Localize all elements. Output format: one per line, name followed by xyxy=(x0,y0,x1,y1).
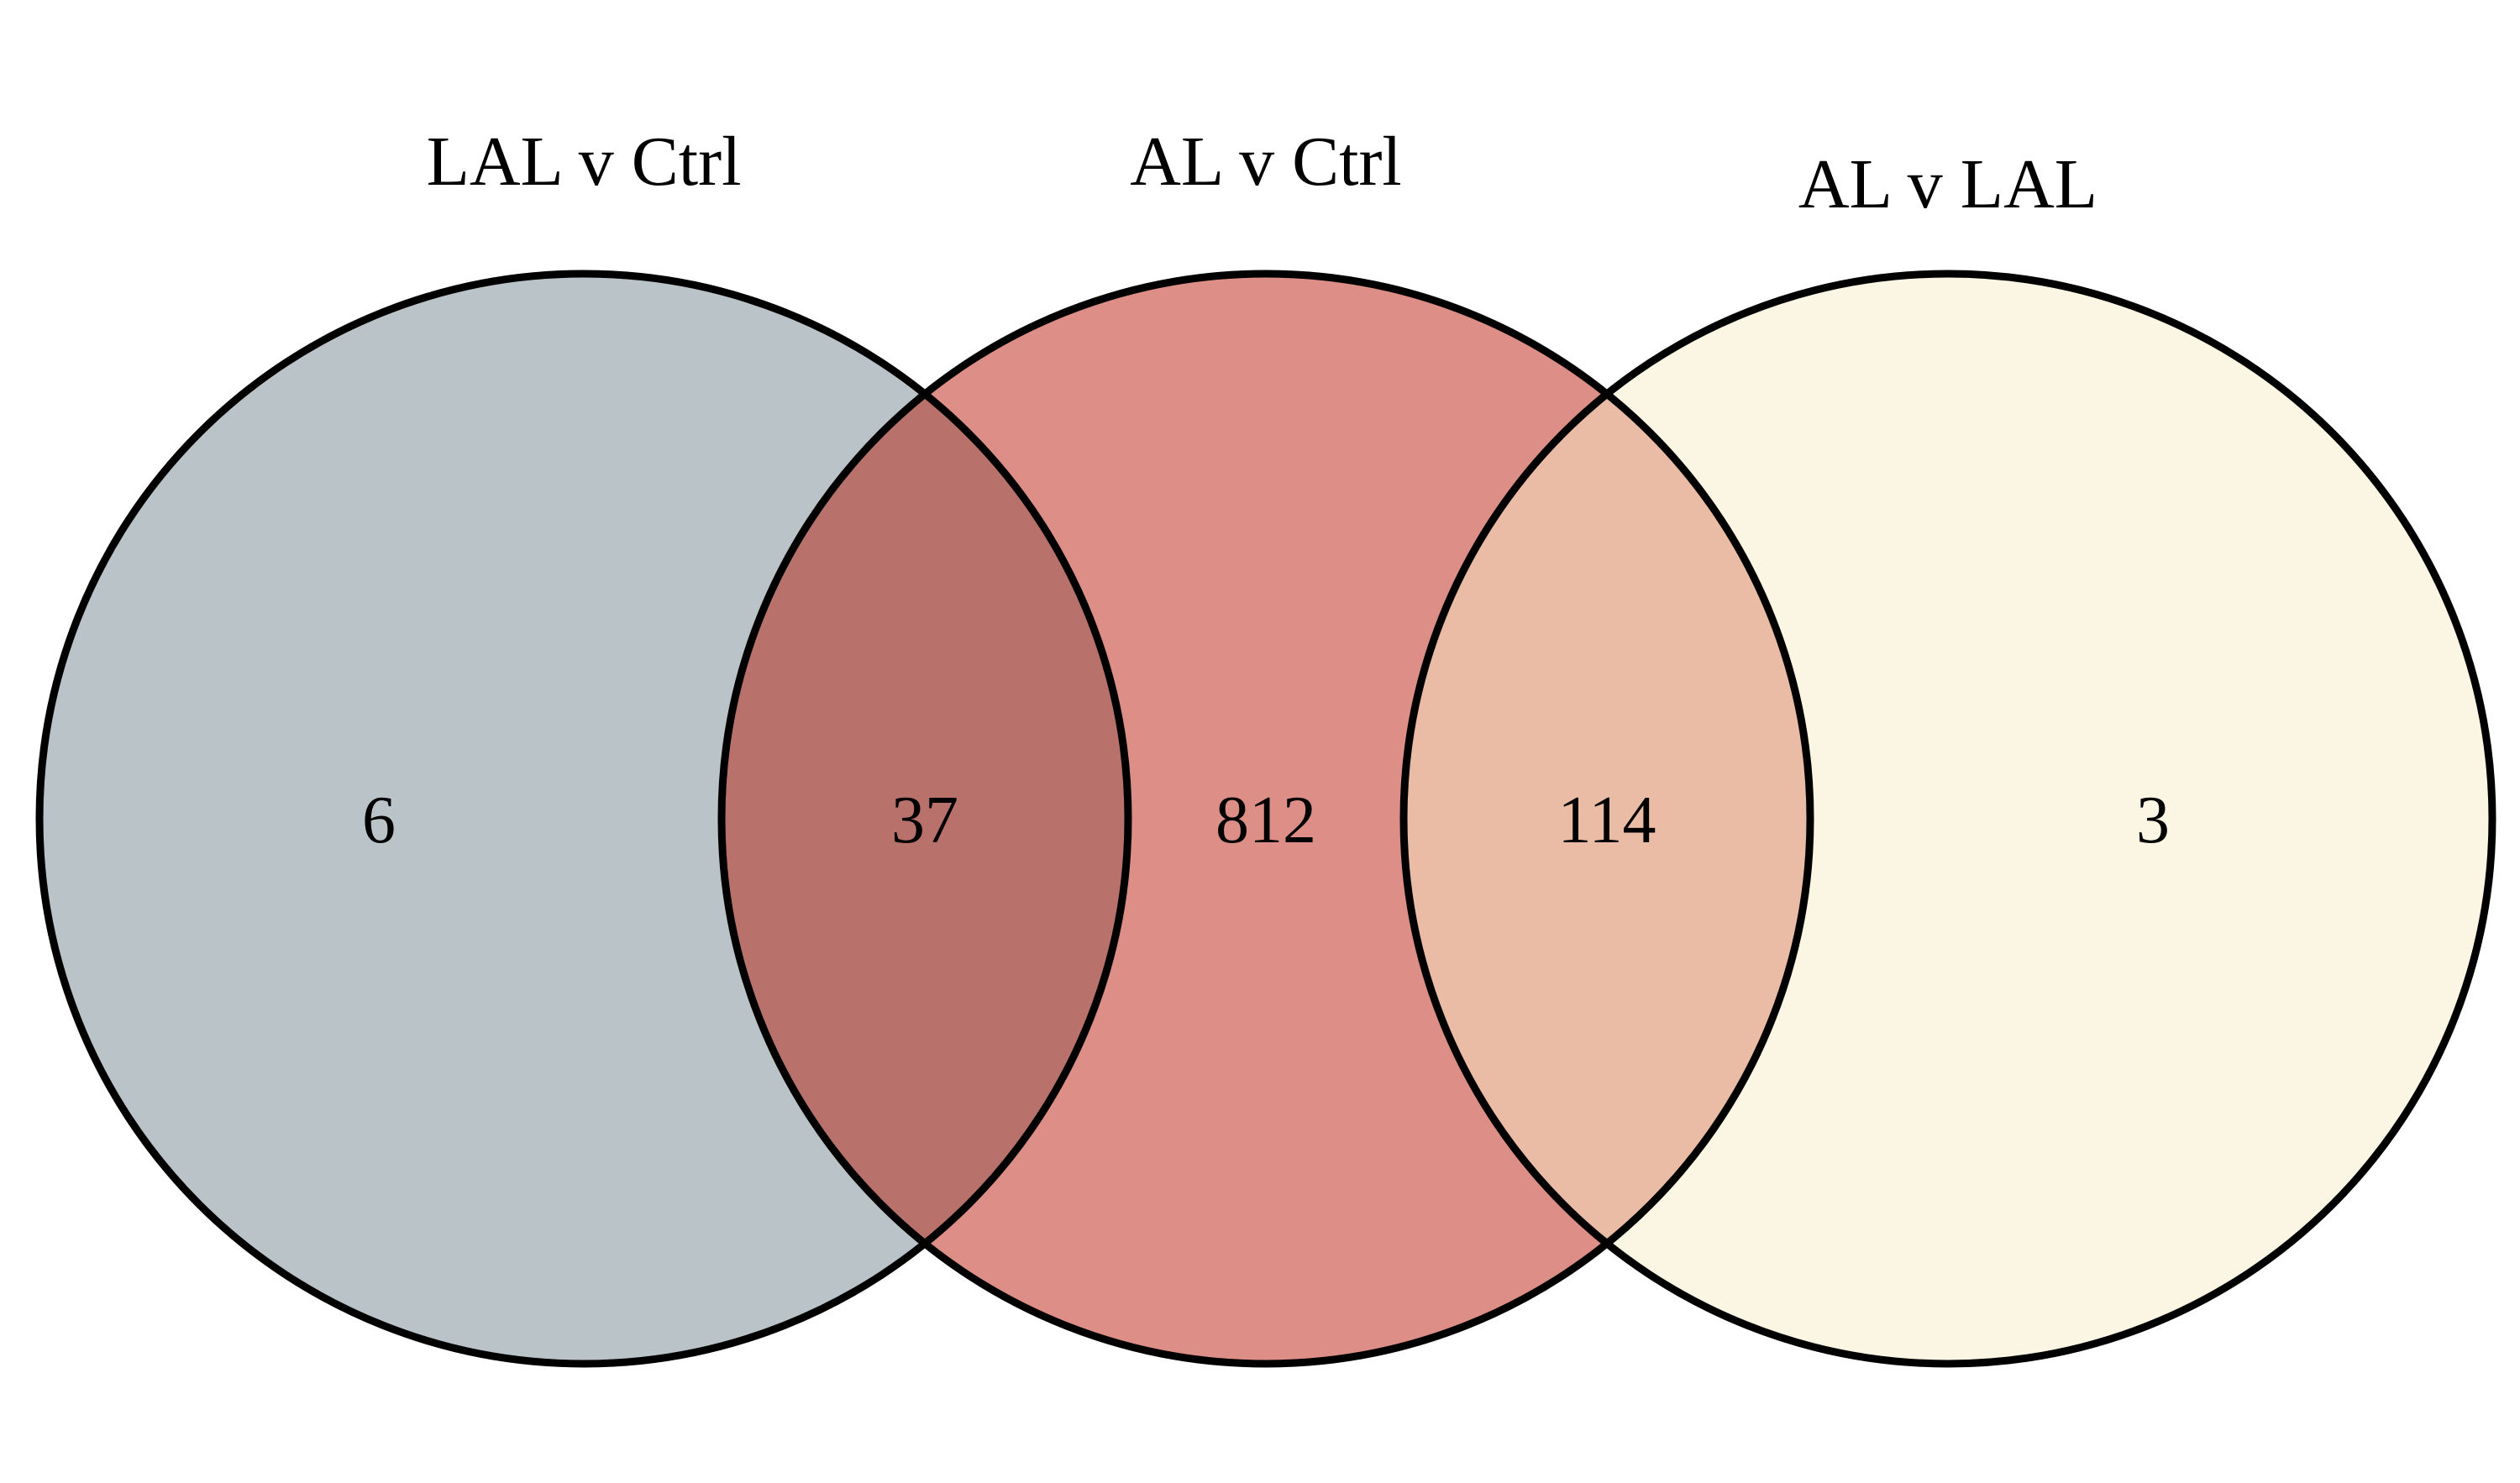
outline-lal-v-ctrl xyxy=(35,270,1132,1368)
set-label-lal-v-ctrl: LAL v Ctrl xyxy=(427,123,742,201)
count-lal-v-ctrl-only: 6 xyxy=(362,783,396,857)
outline-al-v-ctrl xyxy=(717,270,1814,1368)
count-al-v-ctrl-only: 812 xyxy=(1215,783,1316,857)
overlap-lal-ctrl-al-ctrl xyxy=(722,274,1128,1364)
count-al-v-lal-only: 3 xyxy=(2136,783,2170,857)
outline-al-v-lal xyxy=(1399,270,2496,1368)
set-label-al-v-lal: AL v LAL xyxy=(1798,145,2097,223)
overlap-al-ctrl-al-lal xyxy=(1404,274,1810,1364)
count-lal-ctrl-and-al-ctrl: 37 xyxy=(891,783,958,857)
set-label-al-v-ctrl: AL v Ctrl xyxy=(1130,123,1402,201)
count-al-ctrl-and-al-lal: 114 xyxy=(1557,783,1656,857)
